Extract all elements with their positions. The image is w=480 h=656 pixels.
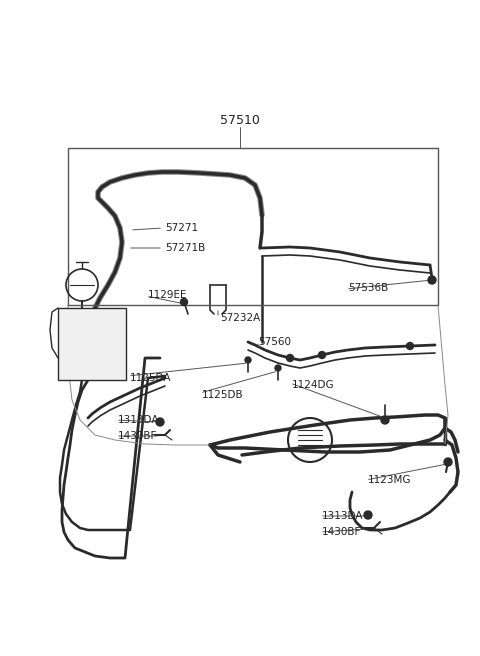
Circle shape xyxy=(364,511,372,519)
Circle shape xyxy=(156,418,164,426)
Circle shape xyxy=(245,357,251,363)
Bar xyxy=(68,148,438,305)
Circle shape xyxy=(381,416,389,424)
Circle shape xyxy=(319,352,325,358)
Circle shape xyxy=(428,276,436,284)
Text: 57536B: 57536B xyxy=(348,283,388,293)
Text: 57271: 57271 xyxy=(165,223,198,233)
Text: 1313DA: 1313DA xyxy=(118,415,159,425)
Text: 57560: 57560 xyxy=(258,337,291,347)
Text: 57271B: 57271B xyxy=(165,243,205,253)
Text: 1129EE: 1129EE xyxy=(148,290,188,300)
Circle shape xyxy=(287,354,293,361)
Circle shape xyxy=(444,458,452,466)
Text: 1125DB: 1125DB xyxy=(202,390,244,400)
Circle shape xyxy=(180,298,188,306)
Text: 1430BF: 1430BF xyxy=(322,527,361,537)
Circle shape xyxy=(407,342,413,350)
Text: 1313DA: 1313DA xyxy=(322,511,363,521)
Circle shape xyxy=(275,365,281,371)
Text: 1125DA: 1125DA xyxy=(130,373,171,383)
Text: 1124DG: 1124DG xyxy=(292,380,335,390)
Text: 57510: 57510 xyxy=(220,113,260,127)
Text: 1430BF: 1430BF xyxy=(118,431,157,441)
Bar xyxy=(58,308,126,380)
Text: 57232A: 57232A xyxy=(220,313,260,323)
Text: 1123MG: 1123MG xyxy=(368,475,411,485)
